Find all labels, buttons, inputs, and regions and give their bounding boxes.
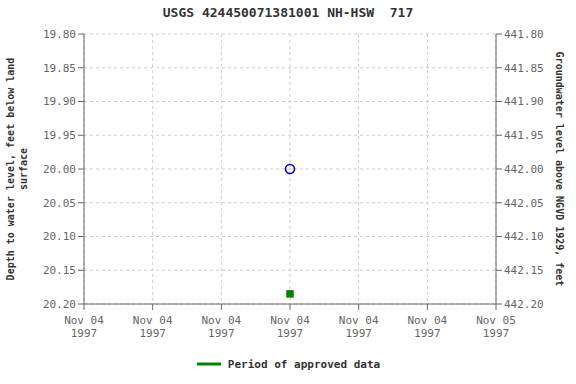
svg-text:442.15: 442.15 [504,264,544,277]
svg-text:Nov 041997: Nov 041997 [407,314,447,340]
svg-text:442.00: 442.00 [504,163,544,176]
svg-text:441.95: 441.95 [504,129,544,142]
svg-text:442.20: 442.20 [504,298,544,311]
svg-text:20.00: 20.00 [43,163,76,176]
svg-text:Nov 041997: Nov 041997 [133,314,173,340]
svg-text:19.85: 19.85 [43,62,76,75]
svg-text:441.85: 441.85 [504,62,544,75]
html-text:Period of approved data: Period of approved data [227,357,381,371]
svg-text:20.20: 20.20 [43,298,76,311]
svg-text:Nov 041997: Nov 041997 [64,314,104,340]
svg-text:20.05: 20.05 [43,197,76,210]
svg-text:19.80: 19.80 [43,28,76,41]
svg-text:Groundwater level above NGVD 1: Groundwater level above NGVD 1929, feet [554,52,565,287]
svg-text:19.90: 19.90 [43,95,76,108]
svg-text:Nov 041997: Nov 041997 [339,314,379,340]
svg-text:441.90: 441.90 [504,95,544,108]
svg-text:Nov 051997: Nov 051997 [476,314,516,340]
svg-text:20.15: 20.15 [43,264,76,277]
svg-text:441.80: 441.80 [504,28,544,41]
svg-text:Nov 041997: Nov 041997 [201,314,241,340]
svg-text:442.05: 442.05 [504,197,544,210]
svg-text:442.10: 442.10 [504,230,544,243]
svg-text:Nov 041997: Nov 041997 [270,314,310,340]
svg-text:Depth to water level, feet bel: Depth to water level, feet below land [8,58,16,281]
svg-text:20.10: 20.10 [43,230,76,243]
svg-text:19.95: 19.95 [43,129,76,142]
svg-text:surface: surface [18,148,29,190]
html-text:USGS 424450071381001 NH-HSW 71: USGS 424450071381001 NH-HSW 717 [162,5,414,20]
